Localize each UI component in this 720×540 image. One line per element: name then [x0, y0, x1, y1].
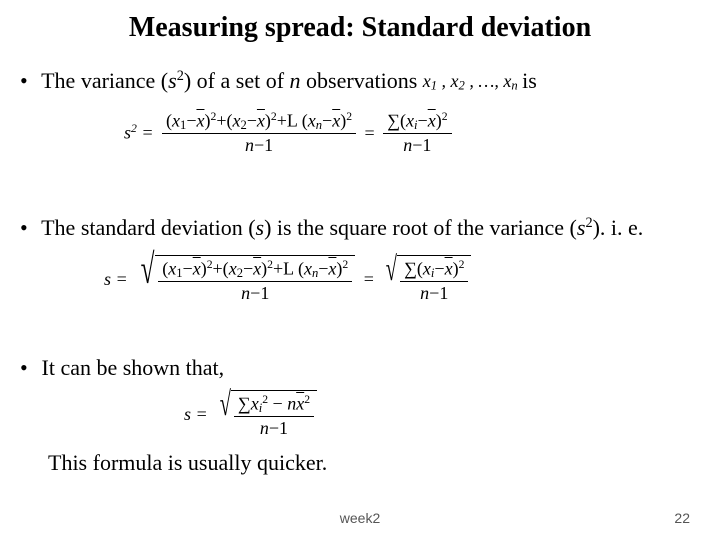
f1-lhs: s2 = — [120, 122, 158, 143]
f3-lhs: s = — [180, 404, 212, 425]
b1-text-pre: The variance ( — [41, 68, 168, 93]
bullet-2: • The standard deviation (s) is the squa… — [20, 215, 710, 241]
formula-stddev: s = √ (x1−x)2+(x2−x)2+L (xn−x)2 n−1 = √ … — [100, 255, 471, 304]
b1-sup: 2 — [177, 68, 184, 84]
observation-sequence: x1 , x2 , …, xn — [423, 71, 522, 91]
b1-text-mid: ) of a set of — [184, 68, 290, 93]
slide: Measuring spread: Standard deviation • T… — [0, 0, 720, 540]
formula-computational: s = √ ∑xi2 − nx2 n−1 — [180, 390, 317, 439]
b1-n: n — [290, 68, 301, 93]
f1-eq: = — [361, 123, 379, 144]
f1-frac-short: ∑(xi−x)2 n−1 — [383, 110, 451, 156]
bullet-1: • The variance (s2) of a set of n observ… — [20, 68, 700, 94]
bullet-marker: • — [20, 355, 36, 381]
bullet-3: • It can be shown that, — [20, 355, 700, 381]
b1-text-post: observations — [301, 68, 423, 93]
page-title: Measuring spread: Standard deviation — [0, 12, 720, 44]
bullet-marker: • — [20, 68, 36, 94]
b3-text: It can be shown that, — [42, 355, 225, 380]
f2-eq: = — [360, 269, 378, 290]
f2-sqrt-long: √ (x1−x)2+(x2−x)2+L (xn−x)2 n−1 — [136, 255, 355, 304]
f2-sqrt-short: √ ∑(xi−x)2 n−1 — [382, 255, 471, 304]
b2-text: The standard deviation (s) is the square… — [41, 215, 643, 240]
b1-s: s — [168, 68, 177, 93]
closing-text: This formula is usually quicker. — [48, 450, 327, 476]
bullet-marker: • — [20, 215, 36, 241]
f1-frac-long: (x1−x)2+(x2−x)2+L (xn−x)2 n−1 — [162, 110, 356, 156]
formula-variance: s2 = (x1−x)2+(x2−x)2+L (xn−x)2 n−1 = ∑(x… — [120, 110, 452, 156]
b1-end: is — [522, 68, 537, 93]
footer-center: week2 — [0, 510, 720, 526]
footer-page-number: 22 — [674, 510, 690, 526]
f3-sqrt: √ ∑xi2 − nx2 n−1 — [216, 390, 317, 439]
f2-lhs: s = — [100, 269, 132, 290]
